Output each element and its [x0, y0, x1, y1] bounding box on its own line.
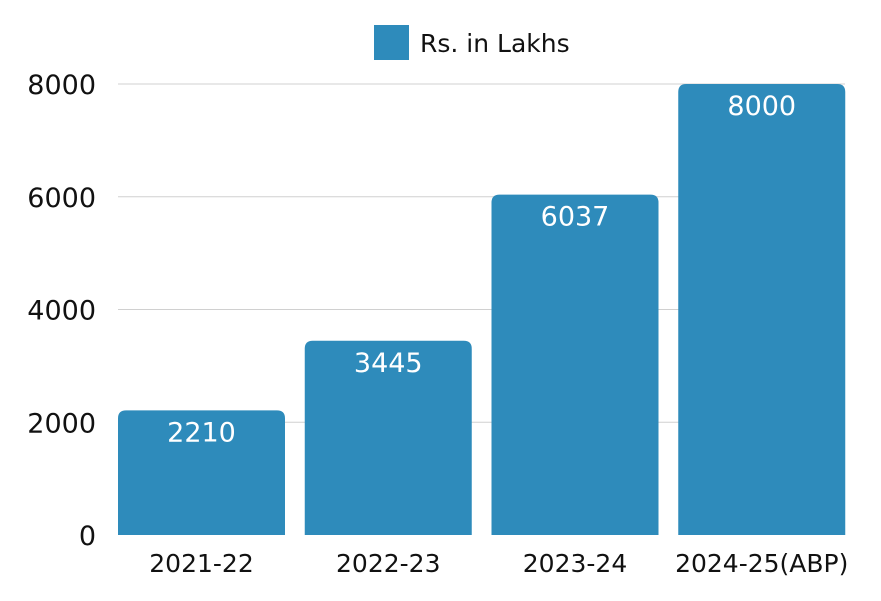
- y-tick-label: 6000: [27, 183, 96, 214]
- y-tick-label: 4000: [27, 296, 96, 327]
- x-category-label: 2022-23: [336, 549, 440, 578]
- bars-layer: [118, 84, 846, 535]
- bar-value-label: 8000: [727, 91, 796, 122]
- legend-label: Rs. in Lakhs: [420, 29, 570, 58]
- bar-value-label: 6037: [541, 202, 610, 233]
- bar: [118, 410, 285, 535]
- bar-value-label: 3445: [354, 348, 423, 379]
- legend-swatch: [374, 25, 409, 60]
- x-category-label: 2023-24: [523, 549, 627, 578]
- bar: [304, 340, 472, 535]
- labels-layer: 0 2000 4000 6000 8000 2210 2021-22 3445 2022-23 6…: [27, 70, 848, 578]
- x-category-label: 2021-22: [149, 549, 253, 578]
- bar: [678, 84, 846, 535]
- y-tick-label: 2000: [27, 408, 96, 439]
- x-category-label: 2024-25(ABP): [675, 549, 848, 578]
- bar: [491, 194, 659, 535]
- y-tick-label: 0: [79, 521, 96, 552]
- legend: Rs. in Lakhs: [374, 25, 570, 60]
- bar-value-label: 2210: [167, 417, 236, 448]
- y-tick-label: 8000: [27, 70, 96, 101]
